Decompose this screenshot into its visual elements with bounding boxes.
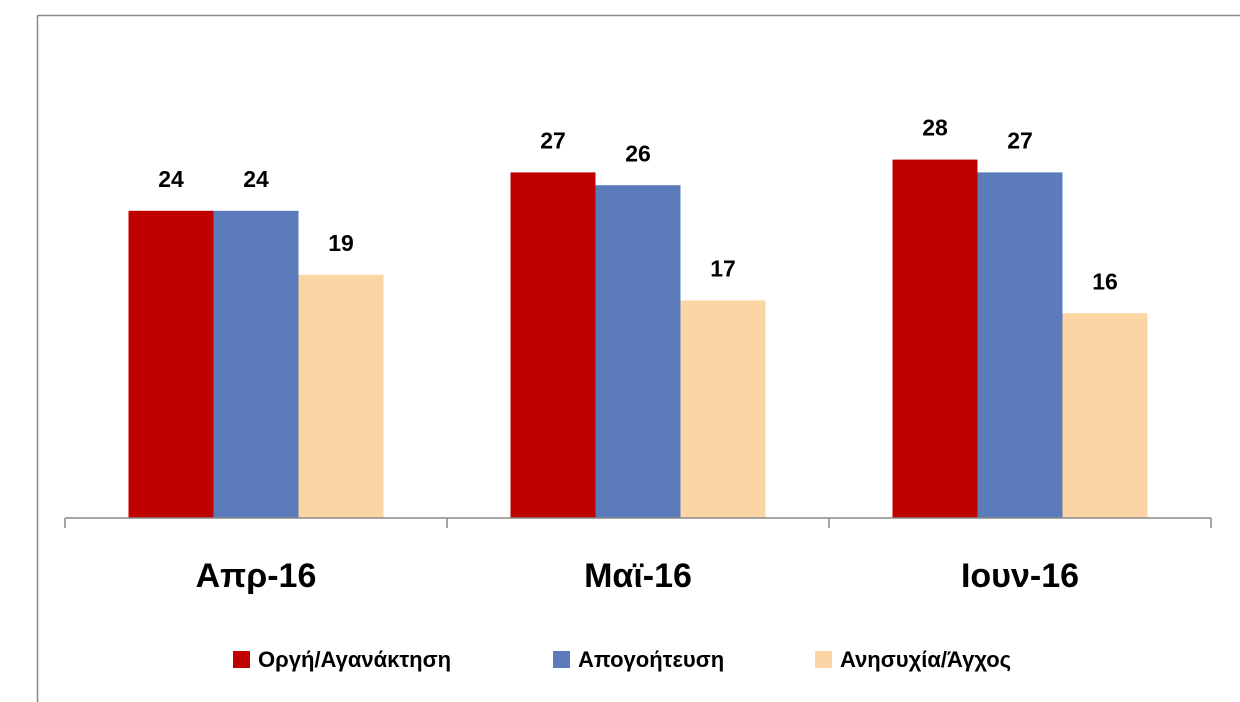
legend-label: Απογοήτευση <box>578 647 724 672</box>
bar <box>680 300 766 518</box>
data-label: 26 <box>625 140 651 166</box>
bar <box>213 210 299 519</box>
bar <box>892 159 978 518</box>
legend-swatch <box>553 651 570 668</box>
legend-swatch <box>815 651 832 668</box>
bar <box>128 210 214 519</box>
data-label: 19 <box>328 230 354 256</box>
bar <box>1062 313 1148 518</box>
x-tick-label: Απρ-16 <box>196 557 317 595</box>
x-tick-label: Μαϊ-16 <box>584 557 692 595</box>
bar <box>977 172 1063 518</box>
bar <box>298 274 384 518</box>
legend-swatch <box>233 651 250 668</box>
data-label: 16 <box>1092 268 1118 294</box>
data-label: 17 <box>710 255 736 281</box>
data-label: 24 <box>243 166 269 192</box>
data-label: 27 <box>540 127 566 153</box>
data-label: 28 <box>922 115 948 141</box>
x-tick-label: Ιουν-16 <box>961 557 1079 595</box>
data-label: 27 <box>1007 127 1033 153</box>
bar <box>595 185 681 518</box>
data-label: 24 <box>158 166 184 192</box>
legend-label: Ανησυχία/Άγχος <box>840 647 1011 672</box>
legend-label: Οργή/Αγανάκτηση <box>258 647 451 672</box>
bar <box>510 172 596 518</box>
